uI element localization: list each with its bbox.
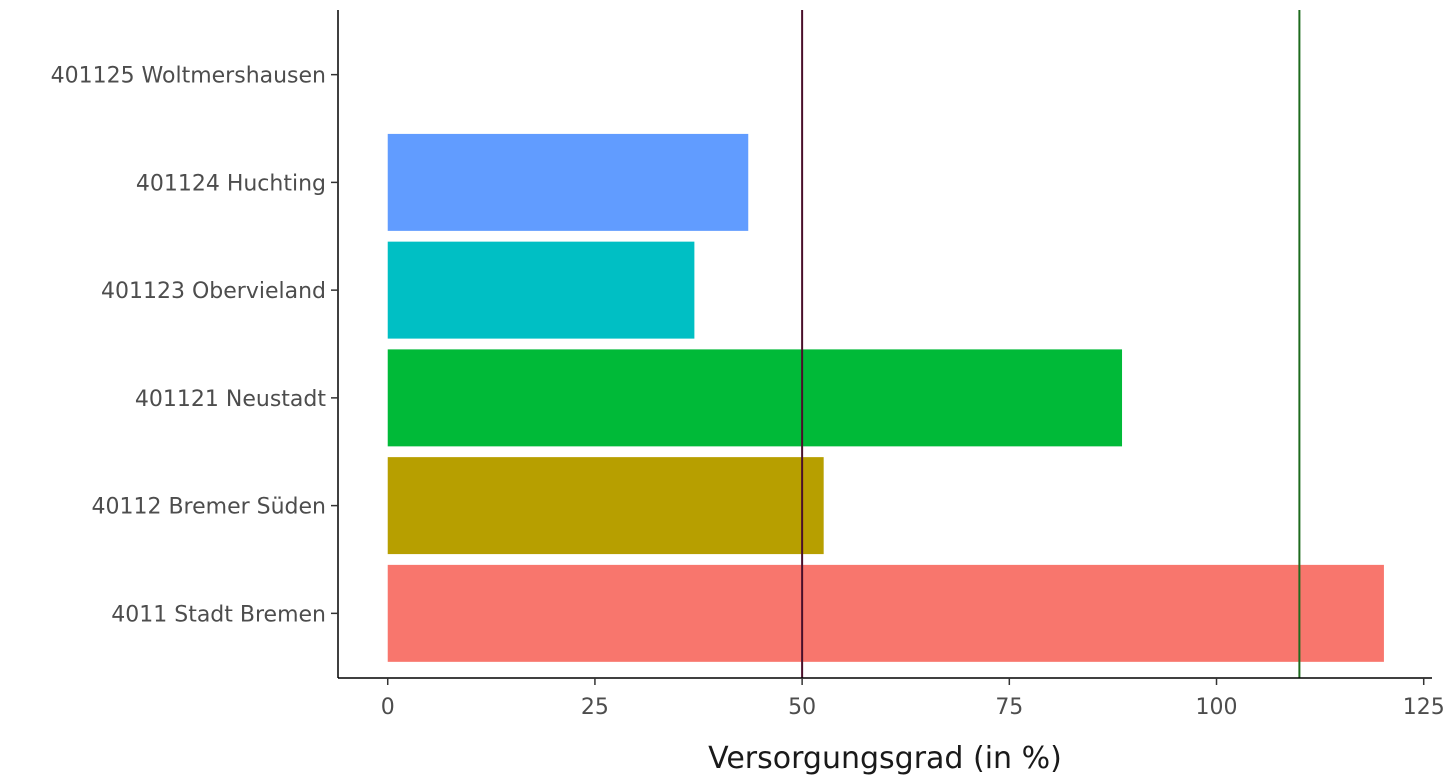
y-tick-label-4: 401124 Huchting (136, 171, 326, 196)
y-tick-label-5: 401125 Woltmershausen (51, 64, 326, 89)
y-tick-label-0: 4011 Stadt Bremen (111, 602, 326, 627)
bar-2 (387, 349, 1123, 447)
axes-layer: 4011 Stadt Bremen 40112 Bremer Süden 40112… (51, 10, 1445, 720)
bar-4 (387, 133, 749, 231)
bar-1 (387, 457, 824, 555)
x-tick-label-2: 50 (788, 695, 816, 720)
x-tick-label-0: 0 (381, 695, 395, 720)
x-tick-label-3: 75 (995, 695, 1023, 720)
x-tick-label-1: 25 (581, 695, 609, 720)
bar-3 (387, 241, 695, 339)
x-tick-label-5: 125 (1403, 695, 1445, 720)
y-tick-label-2: 401121 Neustadt (135, 387, 326, 412)
y-tick-label-1: 40112 Bremer Süden (91, 495, 326, 520)
x-axis-title: Versorgungsgrad (in %) (708, 741, 1062, 776)
bar-0 (387, 564, 1384, 662)
y-tick-label-3: 401123 Obervieland (101, 279, 326, 304)
reference-lines-layer (801, 10, 1301, 678)
bars-layer (387, 133, 1384, 662)
x-tick-label-4: 100 (1196, 695, 1238, 720)
